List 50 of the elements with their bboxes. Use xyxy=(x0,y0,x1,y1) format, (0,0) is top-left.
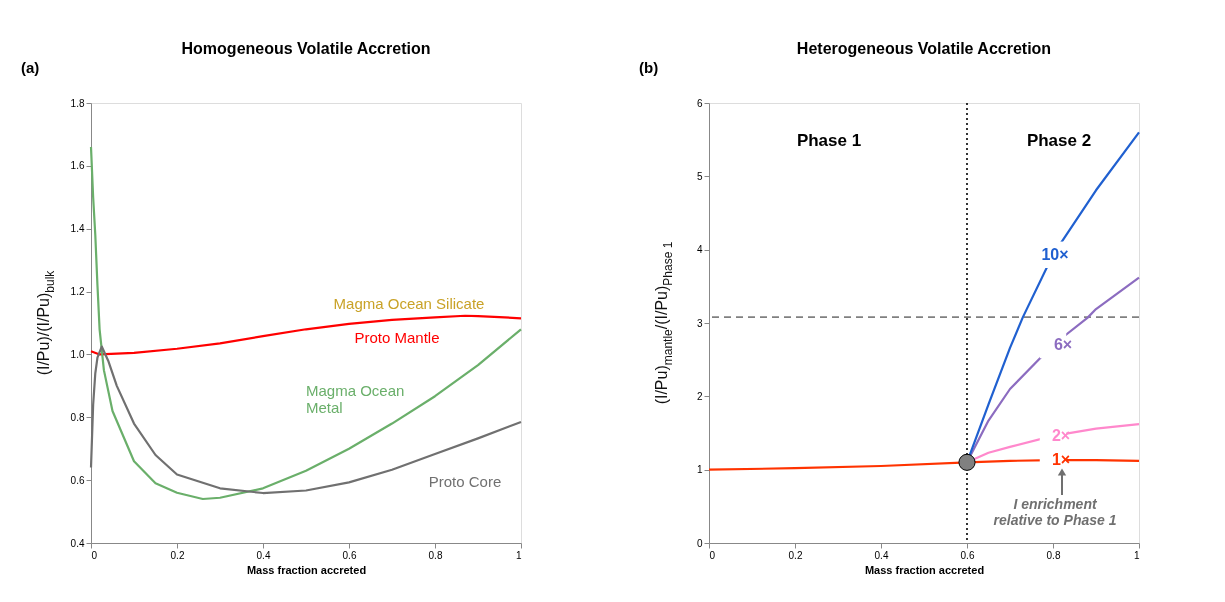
x-tick-label: 0 xyxy=(91,549,98,561)
text: (b) xyxy=(639,59,659,76)
series-label: 6× xyxy=(1053,336,1073,353)
y-tick-label: 1.8 xyxy=(70,97,85,109)
y-tick-label: 4 xyxy=(696,244,703,256)
x-axis-title: Mass fraction accreted xyxy=(864,563,985,576)
x-tick-label: 0.4 xyxy=(256,549,271,561)
y-tick-label: 1 xyxy=(696,464,703,476)
y-axis-title: (I/Pu)mantle/(I/Pu)Phase 1 xyxy=(653,241,675,405)
series-label: Proto Core xyxy=(428,473,502,491)
x-tick-label: 0.2 xyxy=(788,549,803,561)
x-axis-title: Mass fraction accreted xyxy=(246,563,367,576)
line-series xyxy=(89,145,523,501)
series-label: Proto Mantle xyxy=(354,328,440,346)
annotation: I enrichment relative to Phase 1 xyxy=(993,496,1117,528)
y-tick-label: 0.6 xyxy=(70,474,85,486)
annotation: Phase 2 xyxy=(1026,131,1092,150)
x-tick-label: 1 xyxy=(515,549,522,561)
y-tick-label: 0.4 xyxy=(70,537,85,549)
x-tick-label: 0.8 xyxy=(428,549,443,561)
x-tick-label: 0.2 xyxy=(170,549,185,561)
y-axis-title: (I/Pu)/(I/Pu)bulk xyxy=(35,269,57,376)
line-series xyxy=(89,345,523,495)
y-tick-label: 3 xyxy=(696,317,703,329)
y-tick-label: 1.4 xyxy=(70,223,85,235)
y-tick-label: 5 xyxy=(696,170,703,182)
y-tick-label: 1.0 xyxy=(70,348,85,360)
x-tick-label: 1 xyxy=(1133,549,1140,561)
y-tick-label: 0.8 xyxy=(70,411,85,423)
y-tick-label: 1.2 xyxy=(70,286,85,298)
x-tick-label: 0.8 xyxy=(1046,549,1061,561)
line-series xyxy=(89,314,523,356)
y-tick-label: 6 xyxy=(696,97,703,109)
x-tick-label: 0.4 xyxy=(874,549,889,561)
x-tick-label: 0 xyxy=(709,549,716,561)
annotation: Phase 1 xyxy=(796,131,862,150)
y-tick-label: 2 xyxy=(696,390,703,402)
series-label: 2× xyxy=(1051,426,1071,444)
chart-title: Homogeneous Volatile Accretion xyxy=(181,40,431,57)
y-tick-label: 1.6 xyxy=(70,160,85,172)
text: (a) xyxy=(21,59,40,76)
y-tick-label: 0 xyxy=(696,537,703,549)
legend-label: Magma Ocean Silicate xyxy=(333,295,485,312)
series-label: 1× xyxy=(1051,451,1071,469)
x-tick-label: 0.6 xyxy=(342,549,357,561)
point xyxy=(958,453,976,471)
chart-title: Heterogeneous Volatile Accretion xyxy=(796,40,1052,57)
series-label: 10× xyxy=(1041,245,1069,263)
x-tick-label: 0.6 xyxy=(960,549,975,561)
series-label: Magma Ocean Metal xyxy=(306,381,405,416)
